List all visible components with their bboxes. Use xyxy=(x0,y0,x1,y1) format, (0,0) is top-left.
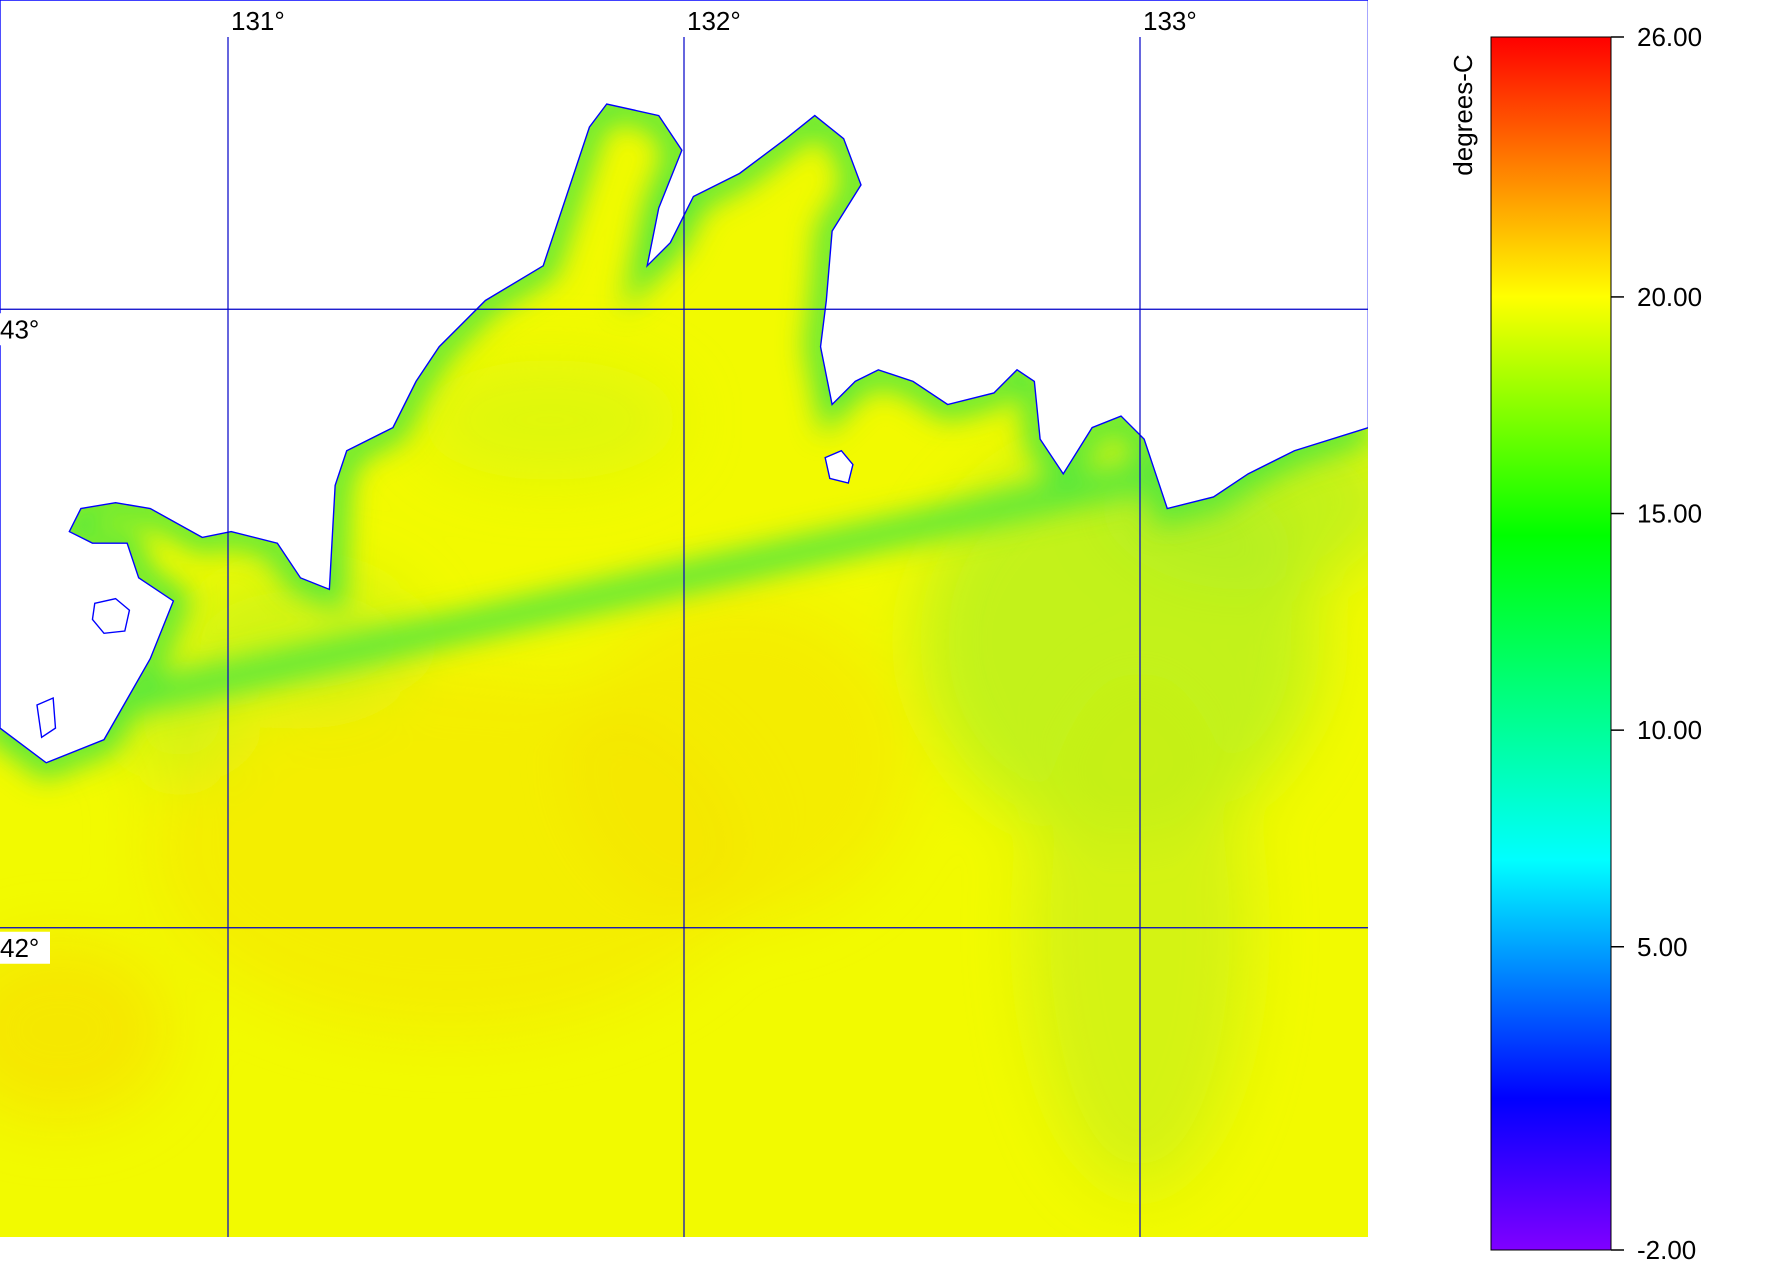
lon-label: 131° xyxy=(231,6,285,36)
lat-label: 42° xyxy=(0,933,39,963)
colorbar-scale xyxy=(1490,36,1612,1251)
field-variation xyxy=(0,360,1368,1190)
sst-field xyxy=(0,0,1368,1237)
colorbar-tick-label: 15.00 xyxy=(1637,499,1702,529)
island xyxy=(824,449,854,484)
colorbar-label: degrees-C xyxy=(1448,54,1478,175)
island xyxy=(91,597,131,635)
lat-label: 43° xyxy=(0,314,39,344)
colorbar-tick-label: 5.00 xyxy=(1637,932,1688,962)
island xyxy=(36,697,57,739)
colorbar-tick-label: 26.00 xyxy=(1637,22,1702,52)
lat-label-bg xyxy=(0,931,50,964)
colorbar-tick-label: 10.00 xyxy=(1637,715,1702,745)
lon-label: 133° xyxy=(1143,6,1197,36)
colorbar-tick-label: 20.00 xyxy=(1637,282,1702,312)
colorbar: degrees-C 26.00 20.00 15.00 10.00 5.00 -2.00 xyxy=(1448,22,1702,1265)
lon-label: 132° xyxy=(687,6,741,36)
land xyxy=(0,0,1368,780)
lat-label-bg xyxy=(0,313,50,346)
graticule: 131° 132° 133° 43° 42° xyxy=(0,6,1368,1237)
coastline xyxy=(0,0,1368,764)
colorbar-tick-label: -2.00 xyxy=(1637,1235,1696,1265)
